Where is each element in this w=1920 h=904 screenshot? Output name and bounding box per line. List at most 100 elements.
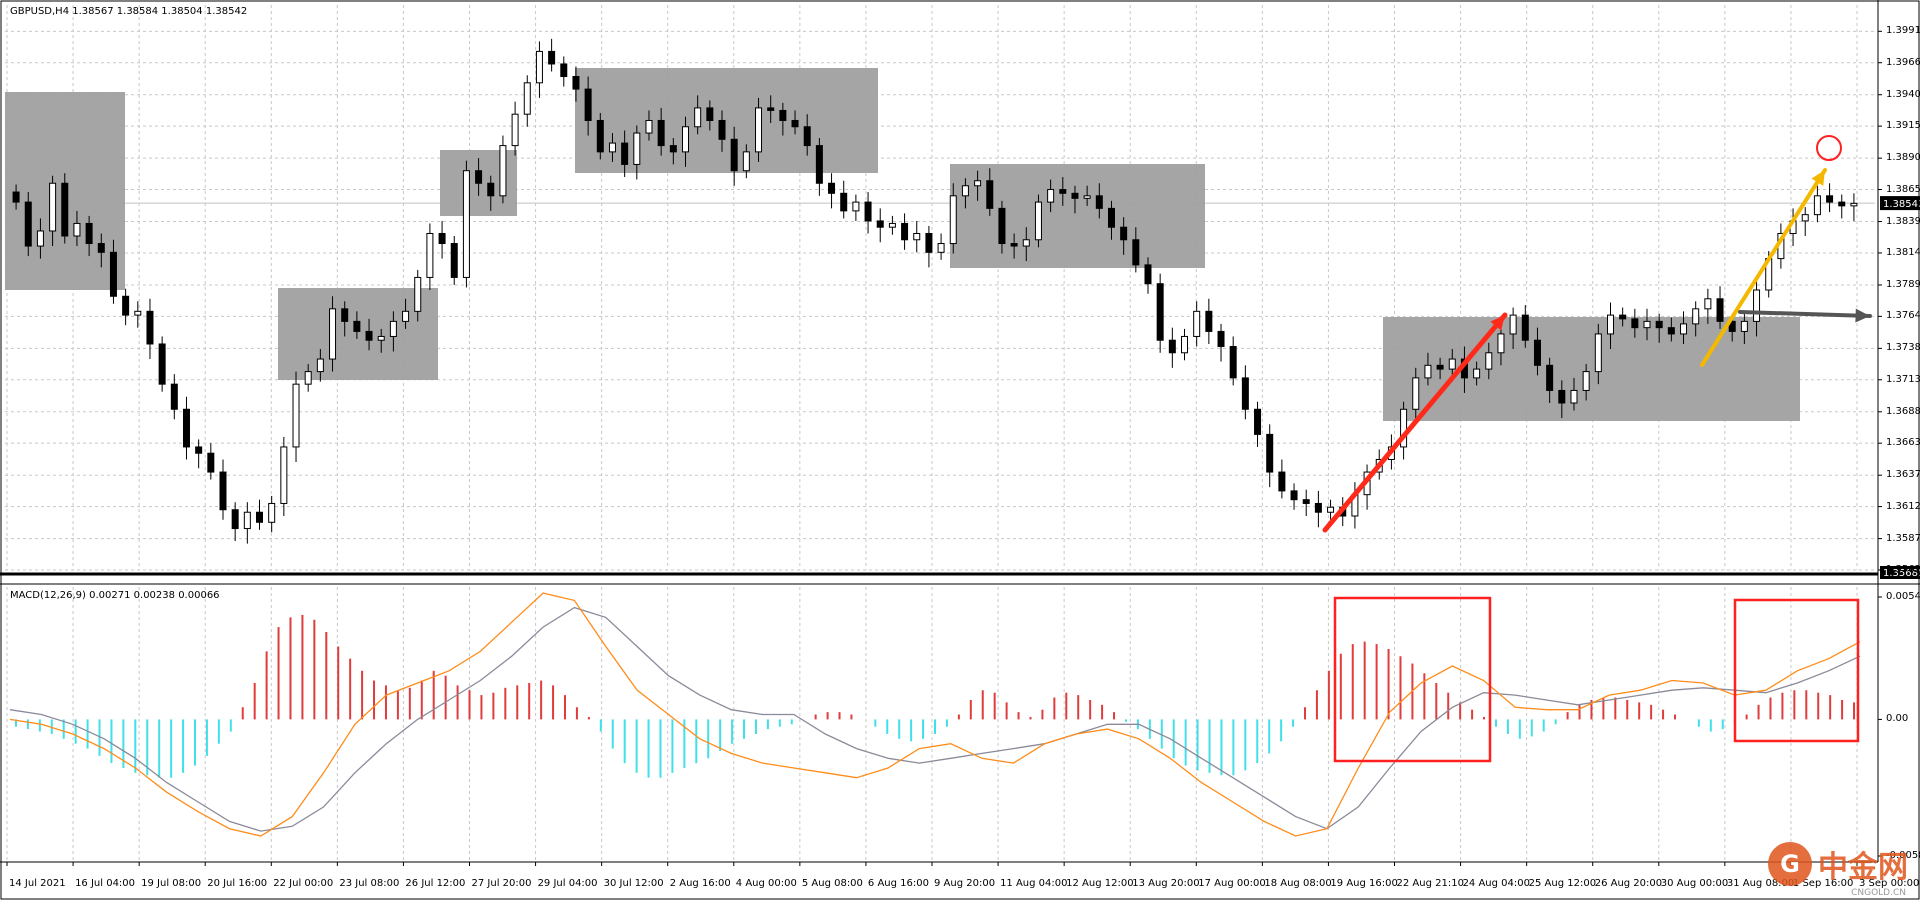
- candle-bullish: [633, 132, 641, 165]
- candle-bullish: [377, 335, 385, 341]
- candle-bullish: [1582, 371, 1590, 391]
- candle-bullish: [268, 502, 276, 523]
- candle-bullish: [1400, 408, 1408, 448]
- candle-bearish: [1667, 327, 1675, 335]
- candle-bearish: [1619, 314, 1627, 320]
- time-label: 5 Aug 08:00: [801, 878, 863, 889]
- candle-bearish: [1631, 318, 1639, 329]
- watermark: G 中金网: [1768, 842, 1908, 886]
- candle-bearish: [986, 180, 994, 209]
- time-label: 29 Jul 04:00: [537, 878, 598, 889]
- candle-bullish: [1448, 358, 1456, 370]
- time-label: 20 Jul 16:00: [207, 878, 268, 889]
- macd-signal-line: [9, 606, 1861, 832]
- candle-bullish: [1047, 189, 1055, 203]
- candle-bullish: [1850, 202, 1858, 207]
- candle-bearish: [256, 511, 264, 523]
- candle-bearish: [621, 142, 629, 165]
- candle-bearish: [560, 63, 568, 78]
- candle-bullish: [961, 185, 969, 197]
- candle-bullish: [1801, 214, 1809, 222]
- macd-axis-label: 0.00545: [1886, 591, 1920, 602]
- time-label: 16 Jul 04:00: [75, 878, 136, 889]
- candle-bullish: [462, 170, 470, 278]
- candle-bullish: [1327, 506, 1335, 513]
- time-label: 19 Jul 08:00: [141, 878, 202, 889]
- candle-bearish: [1205, 310, 1213, 332]
- candle-bearish: [122, 295, 130, 316]
- candle-bullish: [949, 195, 957, 245]
- candle-bullish: [913, 232, 921, 241]
- candle-bullish: [645, 119, 653, 134]
- candle-bullish: [1643, 320, 1651, 329]
- candle-bearish: [1558, 389, 1566, 404]
- candle-bearish: [1217, 330, 1225, 347]
- red-trend-arrow-head: [1490, 315, 1505, 331]
- candle-bullish: [937, 243, 945, 253]
- price-label: 1.37890: [1886, 278, 1920, 290]
- candle-bearish: [365, 330, 373, 341]
- current-price-tag: [1880, 196, 1920, 211]
- price-label: 1.37385: [1886, 342, 1920, 354]
- candle-bearish: [207, 452, 215, 473]
- candle-bearish: [925, 232, 933, 253]
- time-label: 3 Sep 00:00: [1859, 878, 1920, 889]
- candle-bearish: [170, 383, 178, 410]
- candle-bearish: [1728, 320, 1736, 332]
- macd-highlight-box: [1733, 598, 1860, 743]
- current-price-text: 1.38542: [1883, 199, 1920, 210]
- candle-bullish: [1034, 201, 1042, 241]
- lower-price-text: 1.35685: [1883, 568, 1920, 579]
- price-label: 1.36125: [1886, 500, 1920, 512]
- candle-bearish: [840, 192, 848, 212]
- candle-bullish: [329, 308, 337, 360]
- candle-bullish: [1412, 377, 1420, 410]
- candle-bearish: [1533, 339, 1541, 366]
- candle-bearish: [901, 222, 909, 241]
- candle-bearish: [1095, 195, 1103, 209]
- macd-highlight-box: [1333, 596, 1492, 763]
- candle-bearish: [1655, 320, 1663, 329]
- candle-bullish: [852, 201, 860, 212]
- time-label: 22 Aug 21:10: [1396, 878, 1464, 889]
- price-label: 1.39910: [1886, 25, 1920, 37]
- time-label: 9 Aug 20:00: [934, 878, 996, 889]
- candle-bearish: [779, 109, 787, 121]
- consolidation-box: [575, 68, 878, 173]
- candle-bullish: [742, 151, 750, 172]
- macd-main-line: [9, 592, 1861, 837]
- candle-bearish: [85, 222, 93, 245]
- time-label: 26 Aug 20:00: [1594, 878, 1663, 889]
- time-label: 2 Aug 16:00: [669, 878, 731, 889]
- candle-bullish: [1753, 289, 1761, 322]
- time-label: 31 Aug 08:00: [1726, 878, 1795, 889]
- candle-bullish: [1022, 239, 1030, 247]
- candle-bearish: [438, 232, 446, 245]
- candle-bearish: [1156, 283, 1164, 341]
- candle-bearish: [1278, 471, 1286, 492]
- time-label: 24 Aug 04:00: [1462, 878, 1530, 889]
- candle-bullish: [134, 310, 142, 316]
- candle-bullish: [73, 222, 81, 237]
- macd-panel: [9, 592, 1861, 837]
- red-trend-arrow-shaft: [1322, 312, 1508, 533]
- candle-bearish: [158, 343, 166, 385]
- candle-bearish: [195, 446, 203, 454]
- time-label: 1 Sep 16:00: [1792, 878, 1854, 889]
- horizontal-arrow-shaft: [1738, 310, 1872, 318]
- candle-bearish: [706, 107, 714, 121]
- time-label: 30 Jul 12:00: [603, 878, 664, 889]
- candle-bearish: [1314, 502, 1322, 513]
- candle-bullish: [316, 358, 324, 373]
- candle-bullish: [1193, 310, 1201, 337]
- time-label: 26 Jul 12:00: [405, 878, 466, 889]
- candle-bullish: [243, 511, 251, 530]
- candle-bearish: [1254, 408, 1262, 435]
- candle-bearish: [998, 207, 1006, 245]
- candle-bearish: [864, 201, 872, 222]
- time-label: 19 Aug 16:00: [1330, 878, 1398, 889]
- candle-bearish: [24, 201, 32, 247]
